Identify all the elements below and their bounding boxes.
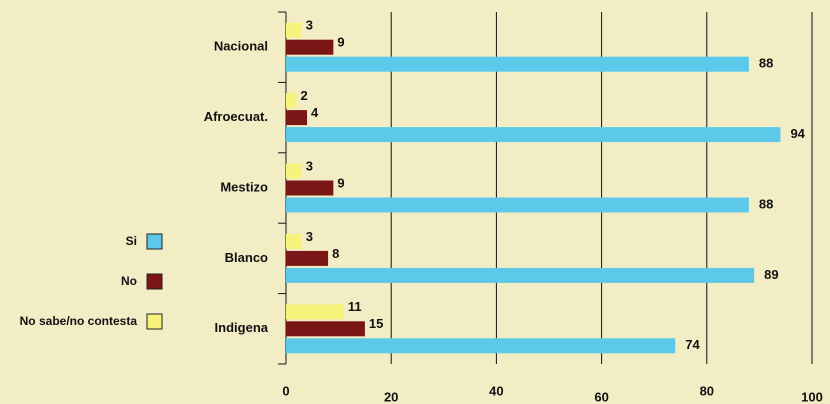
value-label: 4 bbox=[311, 105, 319, 120]
legend-label: No bbox=[121, 274, 137, 288]
value-label: 3 bbox=[306, 158, 313, 173]
bar bbox=[286, 163, 302, 179]
bar bbox=[286, 197, 749, 213]
bar bbox=[286, 338, 676, 354]
bar bbox=[286, 22, 302, 38]
value-label: 9 bbox=[337, 35, 344, 50]
bar bbox=[286, 56, 749, 72]
legend-swatch bbox=[146, 313, 163, 330]
y-tick-label: Blanco bbox=[225, 250, 268, 265]
bar bbox=[286, 321, 365, 337]
x-tick-label: 0 bbox=[282, 383, 289, 398]
y-tick-label: Mestizo bbox=[220, 179, 268, 194]
value-label: 9 bbox=[337, 175, 344, 190]
y-tick-label: Afroecuat. bbox=[204, 109, 268, 124]
value-label: 94 bbox=[790, 126, 805, 141]
bar bbox=[286, 233, 302, 249]
bar bbox=[286, 180, 334, 196]
value-label: 8 bbox=[332, 246, 339, 261]
x-tick-label: 40 bbox=[489, 383, 503, 398]
legend-label: Si bbox=[126, 234, 137, 248]
value-label: 74 bbox=[685, 337, 700, 352]
x-tick-label: 60 bbox=[594, 389, 608, 404]
bar bbox=[286, 93, 297, 109]
bar bbox=[286, 127, 781, 143]
value-label: 2 bbox=[301, 88, 308, 103]
x-tick-label: 100 bbox=[801, 389, 823, 404]
x-tick-label: 80 bbox=[700, 383, 714, 398]
legend-swatch bbox=[146, 273, 163, 290]
bar bbox=[286, 110, 308, 126]
value-label: 15 bbox=[369, 316, 383, 331]
bar bbox=[286, 39, 334, 55]
value-label: 88 bbox=[759, 56, 773, 71]
y-tick-label: Indigena bbox=[215, 320, 269, 335]
bar bbox=[286, 250, 329, 266]
legend-label: No sabe/no contesta bbox=[20, 314, 138, 328]
legend-swatch bbox=[146, 233, 163, 250]
value-label: 88 bbox=[759, 196, 773, 211]
value-label: 3 bbox=[306, 18, 313, 33]
bar bbox=[286, 304, 344, 320]
value-label: 11 bbox=[348, 299, 362, 314]
y-tick-label: Nacional bbox=[214, 39, 268, 54]
bar bbox=[286, 267, 755, 283]
value-label: 3 bbox=[306, 229, 313, 244]
value-label: 89 bbox=[764, 267, 778, 282]
x-tick-label: 20 bbox=[384, 389, 398, 404]
